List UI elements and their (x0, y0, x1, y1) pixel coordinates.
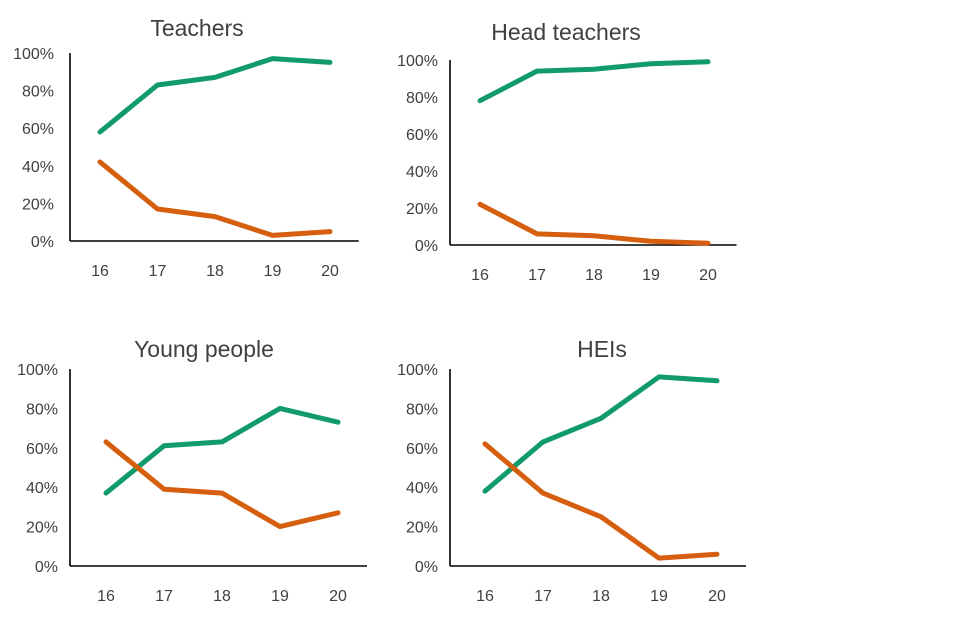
x-tick-label: 16 (97, 588, 115, 605)
x-tick-label: 20 (699, 267, 717, 284)
y-tick-label: 60% (406, 441, 438, 458)
y-tick-label: 60% (26, 441, 58, 458)
x-tick-label: 16 (471, 267, 489, 284)
y-tick-label: 40% (406, 480, 438, 497)
x-tick-label: 19 (650, 588, 668, 605)
y-tick-label: 20% (406, 520, 438, 537)
y-tick-label: 20% (26, 520, 58, 537)
x-tick-label: 17 (149, 263, 167, 280)
x-tick-label: 19 (264, 263, 282, 280)
x-tick-label: 19 (642, 267, 660, 284)
y-tick-label: 0% (35, 559, 58, 576)
x-tick-label: 17 (155, 588, 173, 605)
chart-title: Head teachers (491, 19, 641, 45)
chart-title: Teachers (150, 15, 243, 41)
chart-young-people: Young people 0% 20% 40% 60% 80% 100% 16 17 18 19 20 (0, 320, 380, 620)
y-tick-label: 100% (13, 46, 54, 63)
series-line-2 (103, 439, 341, 530)
x-tick-label: 18 (213, 588, 231, 605)
chart-heis-svg: HEIs 0% 20% 40% 60% 80% 100% 16 17 18 19 20 (397, 336, 746, 605)
y-tick-label: 60% (22, 121, 54, 138)
series-line-2 (482, 441, 720, 561)
y-tick-label: 20% (406, 201, 438, 218)
series-line-2 (477, 201, 711, 246)
series-line-1 (477, 59, 711, 104)
y-tick-label: 60% (406, 127, 438, 144)
y-tick-label: 80% (22, 84, 54, 101)
y-tick-label: 0% (31, 234, 54, 251)
x-tick-label: 16 (91, 263, 109, 280)
x-tick-label: 20 (321, 263, 339, 280)
y-tick-label: 80% (406, 401, 438, 418)
y-tick-label: 20% (22, 196, 54, 213)
chart-head-teachers: Head teachers 0% 20% 40% 60% 80% 100% 16 17 18 19 2… (380, 0, 760, 300)
x-tick-label: 16 (476, 588, 494, 605)
x-tick-label: 18 (592, 588, 610, 605)
y-tick-label: 40% (406, 164, 438, 181)
x-tick-label: 17 (534, 588, 552, 605)
y-tick-label: 40% (22, 159, 54, 176)
y-tick-label: 100% (397, 362, 438, 379)
chart-heis: HEIs 0% 20% 40% 60% 80% 100% 16 17 18 19 20 (380, 320, 760, 620)
y-tick-label: 40% (26, 480, 58, 497)
x-tick-label: 17 (528, 267, 546, 284)
y-tick-label: 100% (17, 362, 58, 379)
y-tick-label: 80% (406, 90, 438, 107)
chart-title: Young people (134, 336, 274, 362)
x-tick-label: 19 (271, 588, 289, 605)
y-tick-label: 0% (415, 559, 438, 576)
x-tick-label: 18 (585, 267, 603, 284)
series-line-1 (97, 56, 333, 135)
chart-title: HEIs (577, 336, 627, 362)
y-tick-label: 100% (397, 53, 438, 70)
chart-teachers: Teachers 0% 20% 40% 60% 80% 100% 16 17 18 19 20 (0, 0, 380, 300)
y-tick-label: 80% (26, 401, 58, 418)
x-tick-label: 20 (329, 588, 347, 605)
y-tick-label: 0% (415, 238, 438, 255)
x-tick-label: 20 (708, 588, 726, 605)
chart-young-people-svg: Young people 0% 20% 40% 60% 80% 100% 16 17 18 19 20 (17, 336, 367, 605)
series-line-1 (103, 405, 341, 496)
chart-head-teachers-svg: Head teachers 0% 20% 40% 60% 80% 100% 16 17 18 19 2… (397, 19, 737, 284)
series-line-2 (97, 159, 333, 238)
series-line-1 (482, 374, 720, 494)
chart-teachers-svg: Teachers 0% 20% 40% 60% 80% 100% 16 17 18 19 20 (13, 15, 359, 280)
x-tick-label: 18 (206, 263, 224, 280)
